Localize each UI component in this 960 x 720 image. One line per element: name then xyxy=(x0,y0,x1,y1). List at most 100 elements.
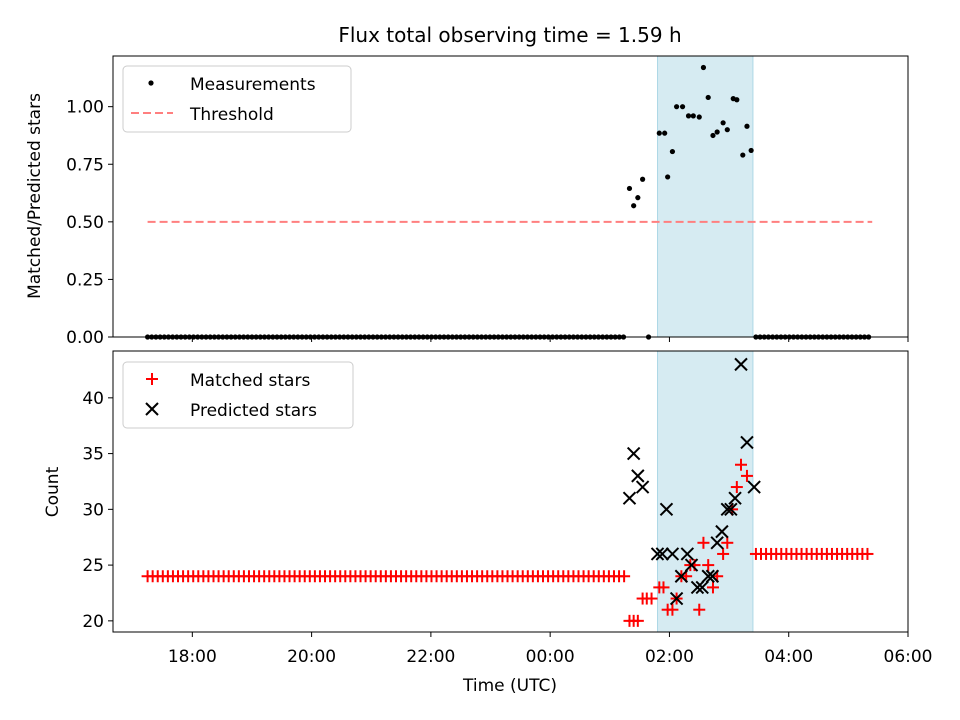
matched-star-point xyxy=(618,570,631,583)
measurement-point xyxy=(665,174,671,180)
predicted-star-point xyxy=(695,580,709,595)
threshold-legend-label: Threshold xyxy=(189,105,274,125)
matched-star-point xyxy=(735,458,748,471)
measurement-point xyxy=(714,129,720,135)
bottom-y-ticks: 20 25 30 35 40 xyxy=(82,389,113,632)
predicted-star-point xyxy=(705,569,720,583)
predicted-star-point xyxy=(655,547,669,561)
predicted-star-point xyxy=(747,480,761,494)
matched-star-point xyxy=(645,592,658,605)
bottom-x-ticks: 18:00 20:00 22:00 00:00 02:00 04:00 06:00 xyxy=(168,632,933,667)
matched-star-point xyxy=(666,603,679,616)
bottom-y-tick-label: 25 xyxy=(82,556,104,576)
predicted-star-point xyxy=(674,569,689,583)
x-axis-label: Time (UTC) xyxy=(462,676,557,696)
top-legend-box xyxy=(122,65,352,133)
predicted-legend-label: Predicted stars xyxy=(190,401,317,421)
chart-title: Flux total observing time = 1.59 h xyxy=(338,23,681,47)
predicted-star-point xyxy=(659,502,674,517)
matched-star-point xyxy=(631,614,644,627)
matched-star-point xyxy=(693,603,706,616)
predicted-star-point xyxy=(734,357,748,372)
matched-legend-marker xyxy=(146,373,158,385)
measurement-point xyxy=(720,120,726,126)
measurement-point xyxy=(626,185,633,192)
measurement-point xyxy=(724,127,730,133)
top-y-tick-label: 0.00 xyxy=(66,328,104,348)
x-tick-label: 20:00 xyxy=(287,647,336,667)
top-shaded-span xyxy=(657,55,754,338)
matched-star-point xyxy=(730,481,743,494)
bottom-legend: Matched stars Predicted stars xyxy=(122,361,354,429)
measurement-point xyxy=(631,203,637,209)
measurement-point xyxy=(734,97,740,103)
matched-stars-points xyxy=(141,458,874,627)
bottom-y-tick-label: 35 xyxy=(82,445,104,465)
predicted-star-point xyxy=(720,502,734,517)
predicted-star-point xyxy=(631,469,645,483)
predicted-star-point xyxy=(680,547,695,561)
matched-star-point xyxy=(697,536,710,549)
top-panel: Flux total observing time = 1.59 h 0.000… xyxy=(25,23,909,348)
top-legend: Measurements Threshold xyxy=(122,65,352,133)
matched-star-point xyxy=(721,536,734,549)
measurement-point xyxy=(705,94,711,101)
predicted-star-point xyxy=(715,524,729,539)
matched-star-point xyxy=(717,547,730,560)
predicted-star-point xyxy=(728,491,742,505)
predicted-star-point xyxy=(650,547,665,561)
x-tick-label: 04:00 xyxy=(764,647,813,667)
predicted-star-point xyxy=(684,558,699,572)
matched-star-point xyxy=(657,581,670,594)
bottom-y-tick-label: 20 xyxy=(82,612,104,632)
predicted-star-point xyxy=(710,536,724,550)
x-tick-label: 06:00 xyxy=(884,647,933,667)
measurement-point xyxy=(710,132,716,139)
bottom-y-tick-label: 30 xyxy=(82,500,104,520)
measurement-point xyxy=(656,130,662,136)
measurement-point xyxy=(669,148,676,155)
matched-star-point xyxy=(861,547,874,560)
bottom-y-axis-label: Count xyxy=(43,466,63,517)
bottom-axes-frame xyxy=(112,350,909,633)
measurement-point xyxy=(700,64,707,71)
predicted-stars-points xyxy=(622,357,761,606)
measurement-point xyxy=(744,123,750,129)
predicted-star-point xyxy=(635,480,650,494)
predicted-star-point xyxy=(626,446,641,461)
top-y-tick-label: 1.00 xyxy=(66,98,104,118)
measurement-point xyxy=(635,195,641,201)
measurement-point xyxy=(696,114,702,120)
top-y-tick-label: 0.50 xyxy=(66,213,104,233)
predicted-star-point xyxy=(622,491,637,505)
predicted-star-point xyxy=(669,591,684,606)
top-y-tick-label: 0.75 xyxy=(66,155,104,175)
matched-star-point xyxy=(702,559,715,572)
matched-star-point xyxy=(740,469,753,482)
x-tick-label: 22:00 xyxy=(406,647,455,667)
matched-legend-label: Matched stars xyxy=(190,371,310,391)
predicted-star-point xyxy=(740,435,754,450)
bottom-legend-box xyxy=(122,361,354,429)
top-axes-frame xyxy=(112,55,909,338)
top-y-tick-label: 0.25 xyxy=(66,270,104,290)
measurement-point xyxy=(748,147,754,154)
measurement-point xyxy=(690,113,696,119)
measurement-point xyxy=(662,130,668,136)
bottom-panel: 20 25 30 35 40 18:00 20:00 22:00 00:00 02:00 04:0… xyxy=(43,350,933,696)
bottom-y-tick-label: 40 xyxy=(82,389,104,409)
top-y-axis-label: Matched/Predicted stars xyxy=(25,93,45,299)
measurement-point xyxy=(685,113,692,119)
predicted-legend-marker xyxy=(145,402,159,416)
predicted-star-point xyxy=(724,502,738,517)
x-tick-label: 00:00 xyxy=(526,647,575,667)
x-tick-label: 02:00 xyxy=(645,647,694,667)
top-y-ticks: 0.00 0.25 0.50 0.75 1.00 xyxy=(66,98,113,348)
measurements-legend-marker xyxy=(148,80,154,86)
x-tick-label: 18:00 xyxy=(168,647,217,667)
predicted-star-point xyxy=(701,569,715,583)
predicted-star-point xyxy=(690,580,705,595)
predicted-star-point xyxy=(665,547,680,561)
measurement-point xyxy=(673,104,680,110)
